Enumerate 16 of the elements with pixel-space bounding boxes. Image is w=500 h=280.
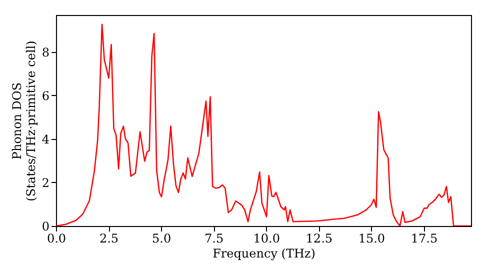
y-tick-label: 0 [42, 220, 50, 234]
x-tick-label: 12.5 [306, 232, 333, 246]
line-series [56, 24, 471, 226]
y-axis-title: Phonon DOS (States/THz·primitive cell) [10, 40, 38, 202]
x-tick-label: 0.0 [46, 232, 66, 246]
x-tick-label: 10.0 [253, 232, 280, 246]
x-tick-label: 7.5 [204, 232, 224, 246]
x-axis-title: Frequency (THz) [212, 246, 316, 260]
y-tick-label: 2 [42, 176, 50, 190]
x-tick-label: 15.0 [358, 232, 386, 246]
x-tick-label: 17.5 [410, 232, 438, 246]
x-tick-label: 5.0 [152, 232, 172, 246]
y-tick-label: 6 [42, 88, 50, 103]
y-tick-label: 8 [42, 45, 50, 60]
x-tick-label: 2.5 [99, 232, 119, 246]
y-tick-label: 4 [42, 132, 50, 146]
